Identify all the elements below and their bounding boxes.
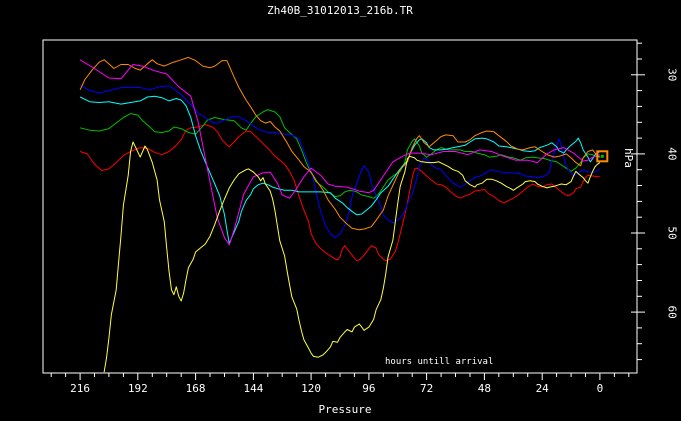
plot-frame bbox=[42, 39, 638, 374]
x-axis-label: Pressure bbox=[319, 403, 372, 416]
series-cyan bbox=[79, 95, 601, 244]
x-tick-label: 0 bbox=[597, 382, 604, 395]
series-orange bbox=[79, 56, 601, 231]
x-tick-label: 24 bbox=[536, 382, 550, 395]
series-green bbox=[79, 109, 600, 199]
series-blue bbox=[79, 84, 601, 239]
x-tick-label: 120 bbox=[301, 382, 321, 395]
x-tick-label: 72 bbox=[420, 382, 433, 395]
x-tick-label: 168 bbox=[186, 382, 206, 395]
series-lines bbox=[79, 56, 601, 373]
x-tick-label: 144 bbox=[243, 382, 263, 395]
x-tick-label: 48 bbox=[478, 382, 491, 395]
series-yellow bbox=[103, 141, 601, 373]
y-axis-unit-label: hPa bbox=[622, 148, 635, 168]
plot-content: 216 192 168 144 120 96 72 48 24 0 30 40 50 60 bbox=[50, 42, 679, 395]
series-red bbox=[79, 124, 600, 262]
y-tick-label: 60 bbox=[666, 305, 679, 318]
x-axis-annotation: hours untill arrival bbox=[385, 357, 493, 367]
chart-title: Zh40B_31012013_216b.TR bbox=[267, 4, 413, 17]
x-tick-label: 216 bbox=[70, 382, 90, 395]
y-axis-ticks: 30 40 50 60 bbox=[631, 42, 679, 361]
series-magenta bbox=[79, 59, 601, 246]
y-tick-label: 50 bbox=[666, 226, 679, 239]
y-tick-label: 40 bbox=[666, 147, 679, 160]
x-tick-label: 192 bbox=[128, 382, 148, 395]
x-tick-label: 96 bbox=[362, 382, 375, 395]
x-axis-ticks: 216 192 168 144 120 96 72 48 24 0 bbox=[50, 373, 630, 395]
y-tick-label: 30 bbox=[666, 68, 679, 81]
arrival-marker bbox=[596, 150, 609, 163]
